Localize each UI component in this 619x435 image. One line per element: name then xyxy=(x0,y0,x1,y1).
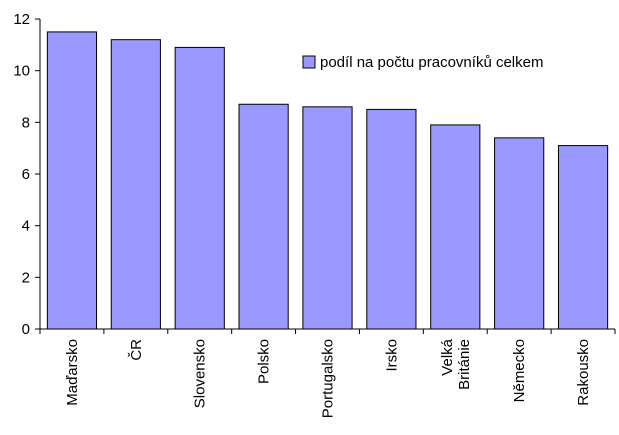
x-tick-label-line: Portugalsko xyxy=(320,339,337,418)
x-tick-label: ČR xyxy=(128,339,145,361)
x-tick-label-line: Británie xyxy=(456,339,473,390)
legend: podíl na počtu pracovníků celkem xyxy=(302,54,543,71)
y-tick-label: 0 xyxy=(22,321,30,338)
bar xyxy=(366,108,417,330)
bar xyxy=(174,46,225,330)
x-tick-label-line: Irsko xyxy=(383,339,400,372)
y-tick-label: 4 xyxy=(22,218,30,235)
x-tick-label: Velká Británie xyxy=(439,338,473,390)
x-axis: Maďarsko ČR Slovensko Polsko Portugalsko Irsk… xyxy=(39,328,616,418)
x-tick-label: Portugalsko xyxy=(320,339,337,418)
bar xyxy=(302,106,353,330)
y-tick-label: 6 xyxy=(22,166,30,183)
x-tick-label-line: Velká xyxy=(439,338,456,375)
bar xyxy=(238,103,289,330)
legend-swatch xyxy=(302,55,316,69)
legend-label: podíl na počtu pracovníků celkem xyxy=(320,54,543,71)
x-tick-label: Irsko xyxy=(383,339,400,372)
bars xyxy=(46,31,609,330)
y-tick-label: 12 xyxy=(13,11,30,28)
x-tick-label: Slovensko xyxy=(192,339,209,408)
y-tick-label: 10 xyxy=(13,63,30,80)
bar xyxy=(557,145,609,330)
x-tick-label-line: Rakousko xyxy=(575,339,592,406)
x-tick-label: Rakousko xyxy=(575,339,592,406)
x-tick-label-line: Německo xyxy=(511,339,528,402)
bar xyxy=(46,31,98,330)
x-tick-label: Polsko xyxy=(256,339,273,384)
x-tick-label: Německo xyxy=(511,339,528,402)
bar xyxy=(430,124,481,330)
x-tick-label-line: Polsko xyxy=(256,339,273,384)
y-axis: 0 2 4 6 8 10 12 xyxy=(13,11,41,338)
x-tick-label-line: Maďarsko xyxy=(64,339,81,406)
x-tick-label-line: ČR xyxy=(128,339,145,361)
y-tick-label: 2 xyxy=(22,269,30,286)
x-tick-label: Maďarsko xyxy=(64,339,81,406)
y-tick-label: 8 xyxy=(22,114,30,131)
bar xyxy=(110,39,161,330)
x-tick-label-line: Slovensko xyxy=(192,339,209,408)
bar xyxy=(494,137,545,330)
